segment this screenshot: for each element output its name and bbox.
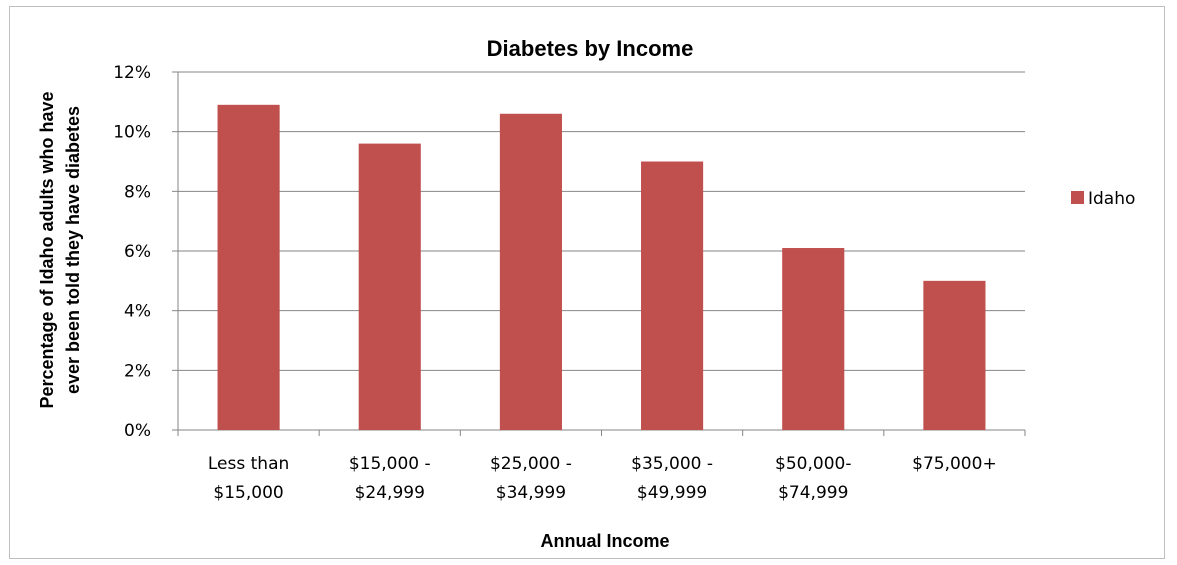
x-tick-label: $25,000 - xyxy=(490,454,572,474)
y-tick-label: 2% xyxy=(124,361,151,381)
y-tick-label: 0% xyxy=(124,421,151,441)
y-axis-title-line-2: ever been told they have diabetes xyxy=(63,106,83,394)
bar-idaho xyxy=(923,280,986,430)
x-tick-label: $75,000+ xyxy=(912,454,997,474)
y-tick-label: 8% xyxy=(124,182,151,202)
y-tick-label: 10% xyxy=(113,123,151,143)
y-axis-title: Percentage of Idaho adults who have ever… xyxy=(37,91,83,408)
x-tick-label: $24,999 xyxy=(355,483,425,503)
x-tick-label: $15,000 - xyxy=(349,454,431,474)
x-axis-ticks: Less than $15,000 $15,000 - $24,999 $25,000 … xyxy=(177,430,1026,503)
x-tick-label: $34,999 xyxy=(496,483,566,503)
bar-idaho xyxy=(782,248,845,430)
gridlines xyxy=(177,71,1025,431)
bar-idaho xyxy=(641,161,704,430)
bars xyxy=(217,104,986,431)
x-tick-label: $35,000 - xyxy=(631,454,713,474)
x-tick-label: Less than xyxy=(208,454,289,474)
x-tick-label: $74,999 xyxy=(778,483,848,503)
bar-idaho xyxy=(499,113,562,431)
x-tick-label: $49,999 xyxy=(637,483,707,503)
bar-idaho xyxy=(217,104,280,431)
y-tick-label: 12% xyxy=(113,63,151,83)
legend-swatch-idaho xyxy=(1071,191,1084,204)
chart-title: Diabetes by Income xyxy=(487,36,694,61)
y-tick-label: 4% xyxy=(124,302,151,322)
legend: Idaho xyxy=(1071,189,1135,209)
y-tick-label: 6% xyxy=(124,242,151,262)
y-axis-title-line-1: Percentage of Idaho adults who have xyxy=(37,91,57,408)
x-tick-label: $50,000- xyxy=(775,454,851,474)
bar-idaho xyxy=(358,143,421,430)
x-tick-label: $15,000 xyxy=(213,483,283,503)
x-axis-title: Annual Income xyxy=(540,531,669,551)
legend-label-idaho: Idaho xyxy=(1088,189,1135,209)
y-axis-ticks: 0% 2% 4% 6% 8% 10% 12% xyxy=(113,63,178,441)
